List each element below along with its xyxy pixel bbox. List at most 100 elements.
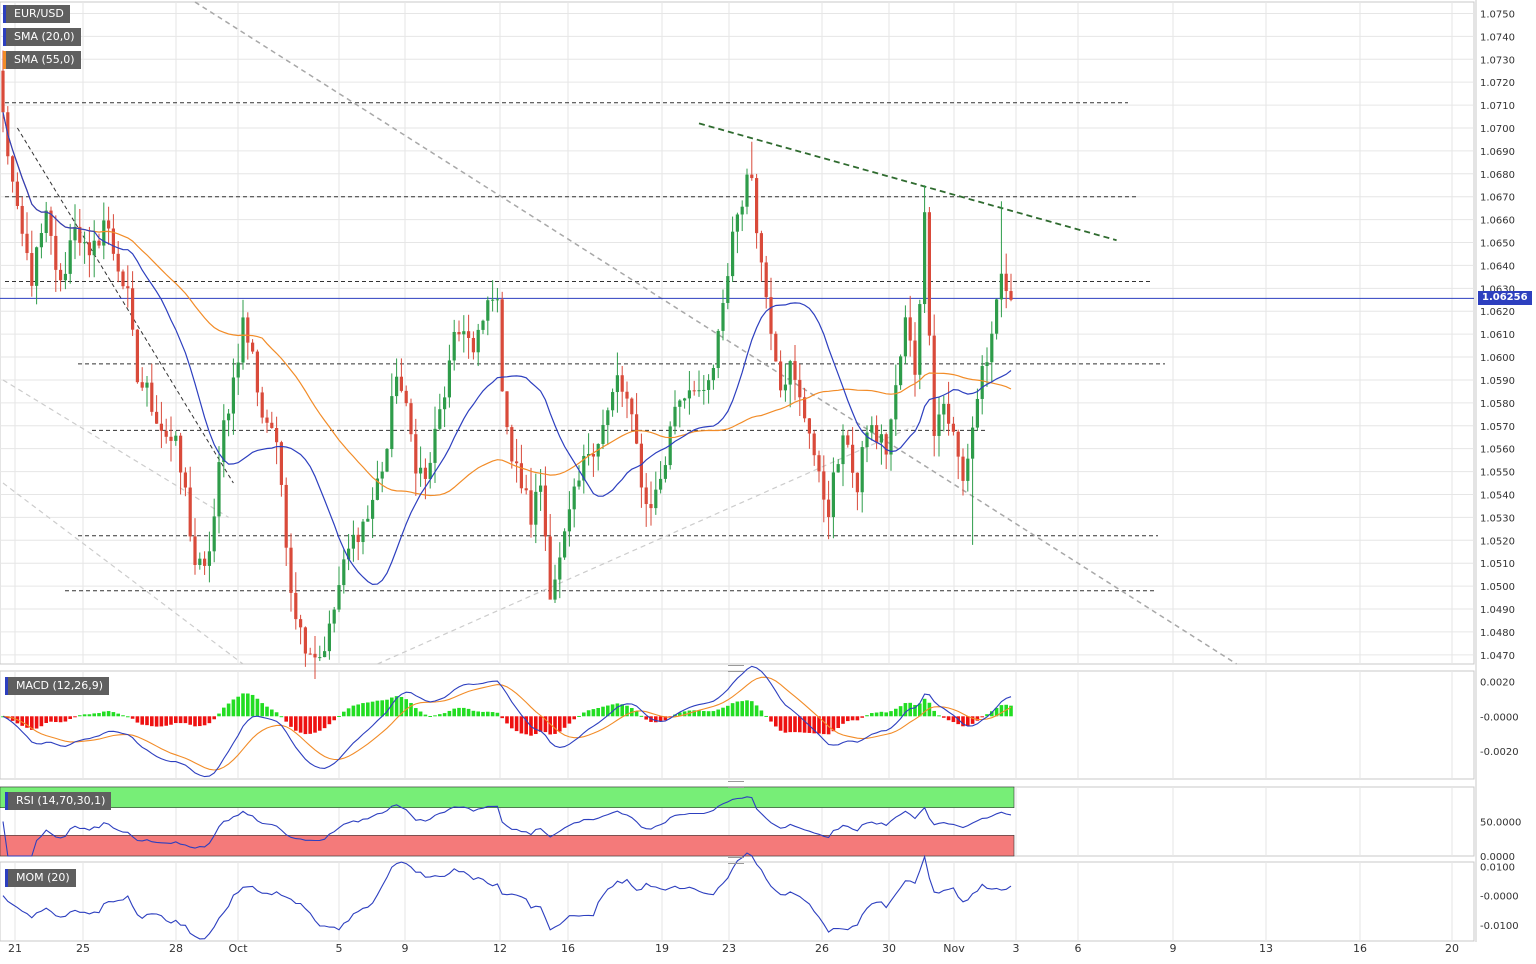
candle-body: [975, 398, 979, 428]
candle-body: [582, 455, 586, 481]
pane-resize-handle-rsi[interactable]: [728, 781, 744, 788]
candle-body: [476, 329, 480, 353]
candle-body: [995, 299, 999, 334]
macd-bar: [150, 716, 154, 727]
macd-bar: [452, 708, 456, 717]
price-tick-label: 1.0610: [1480, 330, 1515, 341]
macd-bar: [462, 707, 466, 717]
candle-body: [193, 536, 197, 565]
candle-body: [558, 557, 562, 580]
macd-bar: [342, 711, 346, 717]
macd-bar: [231, 699, 236, 717]
candle-body: [332, 609, 336, 624]
macd-bar: [894, 708, 898, 717]
macd-bar: [198, 716, 202, 727]
candle-body: [327, 623, 331, 652]
candle-body: [491, 299, 495, 301]
date-tick-label: 3: [1013, 942, 1020, 955]
macd-bar: [750, 701, 754, 717]
candle-body: [510, 427, 514, 462]
macd-bar: [399, 696, 404, 717]
candle-body: [337, 585, 341, 610]
candle-body: [279, 442, 283, 485]
candle-body: [774, 333, 778, 362]
candle-body: [759, 233, 763, 263]
candle-body: [702, 389, 706, 391]
macd-tick-label: 0.0020: [1480, 677, 1515, 688]
macd-bar: [625, 705, 629, 717]
pair-label[interactable]: EUR/USD: [3, 5, 70, 23]
candle-body: [817, 455, 821, 472]
macd-bar: [438, 714, 442, 717]
candle-body: [577, 480, 581, 487]
candle-body: [231, 377, 235, 414]
macd-bar: [394, 696, 399, 717]
macd-bar: [265, 706, 269, 717]
macd-bar: [553, 716, 557, 734]
macd-bar: [92, 713, 96, 717]
candle-body: [971, 427, 975, 459]
mom-label[interactable]: MOM (20): [5, 869, 76, 887]
candle-body: [471, 337, 475, 353]
candle-body: [635, 414, 639, 444]
candle-body: [827, 499, 831, 518]
macd-bar: [994, 707, 999, 717]
price-tick-label: 1.0660: [1480, 216, 1515, 227]
macd-bar: [260, 703, 264, 717]
macd-bar: [577, 715, 581, 717]
candle-body: [399, 376, 403, 391]
rsi-tick-label: 50.0000: [1480, 818, 1521, 829]
candle-body: [601, 424, 605, 444]
macd-bar: [486, 711, 490, 717]
candle-body: [227, 413, 231, 421]
candle-body: [807, 418, 811, 434]
candle-body: [467, 331, 471, 338]
macd-bar: [702, 711, 706, 717]
macd-bar: [188, 716, 192, 725]
rsi-label[interactable]: RSI (14,70,30,1): [5, 792, 112, 810]
macd-bar: [217, 713, 221, 717]
macd-label[interactable]: MACD (12,26,9): [5, 677, 110, 695]
macd-bar: [25, 716, 29, 728]
sma55-line: [2, 112, 1012, 497]
macd-bar: [471, 710, 476, 717]
pane-resize-handle-mom[interactable]: [728, 857, 744, 864]
macd-bar: [159, 716, 164, 727]
candle-body: [169, 436, 173, 441]
candle-body: [30, 253, 34, 286]
macd-bar: [54, 716, 58, 723]
macd-bar: [289, 716, 293, 727]
macd-bar: [270, 709, 274, 717]
macd-bar: [519, 716, 524, 734]
price-tick-label: 1.0700: [1480, 124, 1515, 135]
candle-body: [438, 409, 442, 429]
price-tick-label: 1.0730: [1480, 55, 1515, 66]
macd-bar: [418, 711, 423, 717]
sma20-line: [2, 112, 1012, 586]
macd-bar: [759, 710, 764, 717]
macd-bar: [769, 716, 773, 722]
macd-bar: [639, 715, 644, 717]
macd-bar: [745, 700, 749, 717]
macd-bar: [841, 716, 845, 724]
macd-bar: [241, 693, 245, 717]
candle-body: [822, 471, 826, 500]
sma20-label[interactable]: SMA (20,0): [3, 28, 81, 46]
candle-body: [697, 390, 701, 392]
candle-body: [625, 391, 629, 399]
candle-body: [97, 240, 101, 246]
candle-body: [25, 233, 29, 254]
sma55-label[interactable]: SMA (55,0): [3, 51, 81, 69]
pane-resize-handle-macd[interactable]: [728, 665, 744, 672]
candle-body: [481, 320, 485, 330]
macd-bar: [932, 710, 936, 717]
macd-bar: [327, 716, 332, 725]
pane-frame-price: [0, 1, 1475, 665]
macd-bar: [116, 713, 120, 717]
price-tick-label: 1.0680: [1480, 170, 1515, 181]
macd-bar: [313, 716, 317, 733]
candles: [1, 50, 1013, 679]
candle-body: [255, 351, 259, 393]
